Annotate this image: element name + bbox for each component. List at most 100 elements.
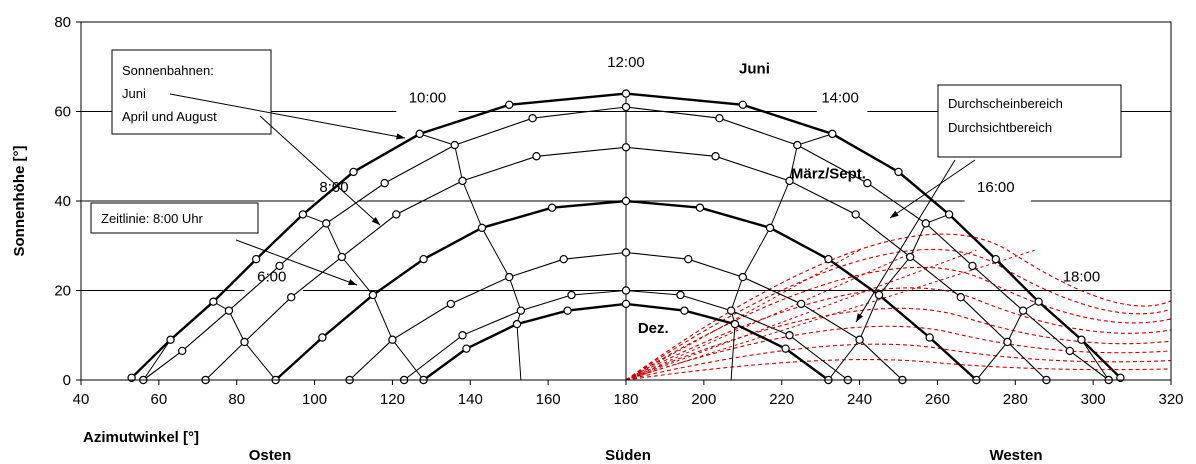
obstruction-arc xyxy=(625,249,1172,381)
callout-text: Sonnenbahnen: xyxy=(122,63,214,78)
x-axis-title: Azimutwinkel [°] xyxy=(83,429,199,446)
data-point xyxy=(944,210,954,219)
data-point xyxy=(251,254,261,264)
data-point xyxy=(676,290,685,300)
data-point xyxy=(392,210,401,219)
chart-labels: Azimutwinkel [°] Sonnenhöhe [°] Osten Süden… xyxy=(11,54,1100,464)
data-point xyxy=(921,219,930,228)
data-point xyxy=(621,299,631,309)
hour-label: 16:00 xyxy=(977,179,1015,196)
arrow-head xyxy=(396,133,405,140)
obstruction-arc xyxy=(625,358,1172,381)
data-point xyxy=(505,272,514,282)
data-point xyxy=(1034,297,1043,306)
hour-label: 12:00 xyxy=(607,54,645,71)
arrow-head xyxy=(890,210,899,218)
data-point xyxy=(380,178,389,188)
x-tick-label: 120 xyxy=(380,391,405,408)
x-tick-label: 300 xyxy=(1081,391,1106,408)
data-point xyxy=(968,261,977,271)
data-point xyxy=(462,344,471,353)
callout-text: Juni xyxy=(122,86,146,101)
data-point xyxy=(1077,335,1086,344)
data-point xyxy=(287,293,296,302)
data-point xyxy=(1018,306,1028,315)
data-point xyxy=(738,100,747,109)
direction-label: Süden xyxy=(605,447,651,464)
y-tick-label: 20 xyxy=(54,283,71,300)
obstruction-area xyxy=(625,233,1172,381)
data-point xyxy=(793,140,802,150)
data-point xyxy=(796,299,806,309)
callout-text: Durchscheinbereich xyxy=(948,96,1063,111)
callout-box xyxy=(111,49,272,135)
x-tick-label: 220 xyxy=(769,391,794,408)
data-point xyxy=(905,252,915,262)
direction-label: Westen xyxy=(989,447,1042,464)
hour-label: 14:00 xyxy=(821,90,859,107)
arrow-head xyxy=(348,279,357,285)
obstruction-arc xyxy=(625,266,1172,381)
hour-label: 8:00 xyxy=(319,179,348,196)
data-point xyxy=(547,203,557,212)
callout-text: April und August xyxy=(122,109,217,124)
series-label: März/Sept. xyxy=(791,166,866,183)
data-point xyxy=(894,167,903,177)
data-point xyxy=(824,254,833,264)
data-point xyxy=(726,306,736,315)
callout-arrow xyxy=(235,239,358,286)
data-point xyxy=(1065,346,1074,356)
y-tick-label: 80 xyxy=(54,14,71,31)
axis-ticks: 40 60 80 100 120 140 160 180 200 220 240 260 280 300 3… xyxy=(54,14,1183,408)
data-point xyxy=(621,248,631,257)
data-point xyxy=(956,293,965,302)
callout-box xyxy=(90,202,259,234)
x-tick-label: 80 xyxy=(228,391,245,408)
arrow-head xyxy=(856,313,864,322)
data-point xyxy=(1003,337,1012,347)
x-tick-label: 200 xyxy=(691,391,716,408)
data-point xyxy=(621,89,631,98)
data-point xyxy=(532,152,541,161)
obstruction-ray xyxy=(625,249,977,381)
data-point xyxy=(368,290,378,300)
data-point xyxy=(458,331,467,340)
data-point xyxy=(621,196,631,206)
data-point xyxy=(419,254,428,264)
data-point xyxy=(516,306,526,315)
data-point xyxy=(275,261,284,271)
data-point xyxy=(711,152,720,161)
x-tick-label: 280 xyxy=(1003,391,1028,408)
data-point xyxy=(298,210,308,219)
hour-label: 6:00 xyxy=(257,269,286,286)
data-point xyxy=(415,129,424,139)
data-point xyxy=(863,178,872,188)
callout-arrow xyxy=(889,159,976,219)
data-point xyxy=(680,306,689,315)
x-tick-label: 60 xyxy=(151,391,168,408)
y-tick-label: 60 xyxy=(54,104,71,121)
data-point xyxy=(621,102,631,112)
obstruction-arc xyxy=(625,343,1172,381)
callouts: Sonnenbahnen: Juni April und August Zeitlin… xyxy=(90,49,1122,323)
x-tick-label: 180 xyxy=(613,391,638,408)
series-label: Dez. xyxy=(638,320,669,337)
callout-text: Zeitlinie: 8:00 Uhr xyxy=(101,211,204,226)
x-tick-label: 240 xyxy=(847,391,872,408)
data-point xyxy=(240,337,249,347)
y-axis-title: Sonnenhöhe [°] xyxy=(11,146,28,257)
hour-line xyxy=(419,133,522,381)
arrow-head xyxy=(371,217,380,225)
data-point xyxy=(458,176,467,186)
hour-line xyxy=(213,301,276,381)
data-point xyxy=(209,297,218,306)
data-point xyxy=(991,254,1001,264)
data-point xyxy=(446,299,456,309)
callout-box xyxy=(937,84,1122,158)
direction-label: Osten xyxy=(249,447,292,464)
x-tick-label: 100 xyxy=(302,391,327,408)
data-point xyxy=(559,254,568,264)
data-point xyxy=(874,290,884,300)
callout-arrow xyxy=(169,93,406,139)
